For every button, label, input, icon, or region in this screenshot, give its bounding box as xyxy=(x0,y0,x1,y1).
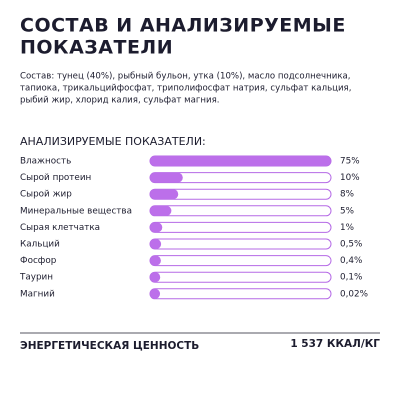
bar-track xyxy=(149,288,332,300)
bar xyxy=(150,205,172,216)
bar-track xyxy=(149,238,332,250)
bar xyxy=(150,239,162,249)
indicator-name: Сырая клетчатка xyxy=(20,223,100,233)
indicator-name: Таурин xyxy=(19,273,53,283)
composition-line: тапиока, трикальцийфосфат, триполифосфат… xyxy=(20,84,351,94)
composition-line: Состав: тунец (40%), рыбный бульон, утка… xyxy=(20,72,351,82)
indicator-name: Фосфор xyxy=(20,256,57,266)
bar-track xyxy=(149,205,332,217)
energy-label: ЭНЕРГЕТИЧЕСКАЯ ЦЕННОСТЬ xyxy=(20,340,199,352)
indicator-value: 8% xyxy=(340,190,354,200)
indicator-value: 5% xyxy=(340,206,354,216)
bar xyxy=(150,222,163,233)
title-line: СОСТАВ И АНАЛИЗИРУЕМЫЕ xyxy=(20,15,346,37)
energy-value: 1 537 ККАЛ/КГ xyxy=(290,338,380,350)
bar-track xyxy=(149,255,332,267)
bar xyxy=(150,172,183,183)
bar xyxy=(150,156,331,166)
indicator-value: 0,1% xyxy=(340,273,362,283)
indicator-name: Минеральные вещества xyxy=(20,206,132,216)
indicator-value: 75% xyxy=(340,157,360,167)
bar-track xyxy=(149,221,332,233)
title-line: ПОКАЗАТЕЛИ xyxy=(20,37,173,59)
indicator-name: Влажность xyxy=(20,157,71,167)
section-title: АНАЛИЗИРУЕМЫЕ ПОКАЗАТЕЛИ: xyxy=(20,135,206,148)
indicator-name: Кальций xyxy=(20,240,60,250)
bar xyxy=(150,189,179,200)
bar-track xyxy=(149,271,332,283)
indicator-name: Сырой жир xyxy=(20,190,72,200)
composition-line: рыбий жир, хлорид калия, сульфат магния. xyxy=(20,96,220,106)
indicator-name: Сырой протеин xyxy=(20,173,91,183)
indicator-value: 10% xyxy=(340,173,360,183)
indicator-value: 1% xyxy=(340,223,354,233)
indicator-name: Магний xyxy=(20,289,55,299)
bar xyxy=(150,288,161,299)
indicator-value: 0,4% xyxy=(340,256,362,266)
bar xyxy=(150,255,161,266)
indicator-value: 0,5% xyxy=(340,240,362,250)
bar xyxy=(150,272,161,283)
indicator-value: 0,02% xyxy=(340,289,368,299)
